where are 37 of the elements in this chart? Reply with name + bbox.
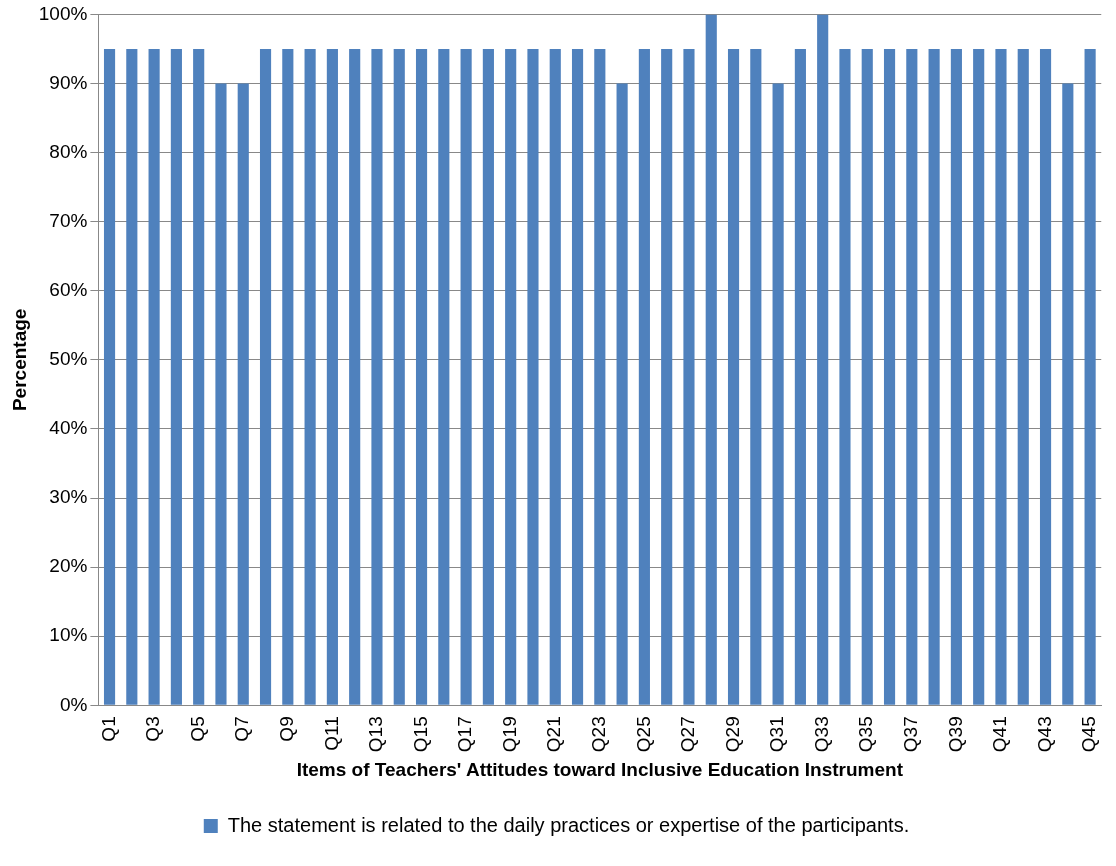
x-tick-label: Q45	[1078, 716, 1100, 753]
x-axis-title: Items of Teachers' Attitudes toward Inclusive Education Instrument	[296, 758, 904, 780]
y-tick-label: 90%	[49, 71, 88, 93]
x-tick-label: Q43	[1033, 716, 1055, 753]
x-tick-label: Q15	[409, 716, 431, 753]
y-tick-label: 20%	[49, 555, 88, 577]
y-axis-title: Percentage	[8, 308, 30, 412]
x-tick-label: Q11	[320, 716, 342, 751]
y-tick-label: 50%	[49, 348, 88, 370]
x-tick-label: Q33	[810, 716, 832, 753]
legend-label: The statement is related to the daily practices or expertise of the participants.	[227, 813, 910, 836]
y-tick-label: 70%	[49, 209, 88, 231]
y-tick-label: 100%	[38, 2, 88, 24]
x-tick-label: Q13	[365, 716, 387, 753]
x-tick-label: Q1	[97, 716, 119, 742]
y-tick-label: 80%	[49, 140, 88, 162]
x-tick-label: Q31	[766, 716, 788, 753]
x-tick-label: Q29	[721, 716, 743, 753]
x-tick-label: Q21	[543, 716, 565, 753]
y-tick-label: 0%	[59, 693, 88, 715]
x-tick-label: Q19	[498, 716, 520, 753]
x-tick-label: Q41	[989, 716, 1011, 753]
y-tick-label: 10%	[49, 624, 88, 646]
y-tick-label: 30%	[49, 486, 88, 508]
x-tick-label: Q39	[944, 716, 966, 753]
x-tick-label: Q25	[632, 716, 654, 753]
y-tick-label: 40%	[49, 417, 88, 439]
x-tick-label: Q9	[276, 716, 298, 742]
x-tick-label: Q35	[855, 716, 877, 753]
x-tick-label: Q3	[142, 716, 164, 742]
x-tick-label: Q27	[677, 716, 699, 753]
x-tick-label: Q23	[588, 716, 610, 753]
x-tick-label: Q17	[454, 716, 476, 753]
x-tick-label: Q37	[900, 716, 922, 753]
x-tick-label: Q5	[186, 716, 208, 742]
y-tick-label: 60%	[49, 278, 88, 300]
x-tick-label: Q7	[231, 716, 253, 742]
